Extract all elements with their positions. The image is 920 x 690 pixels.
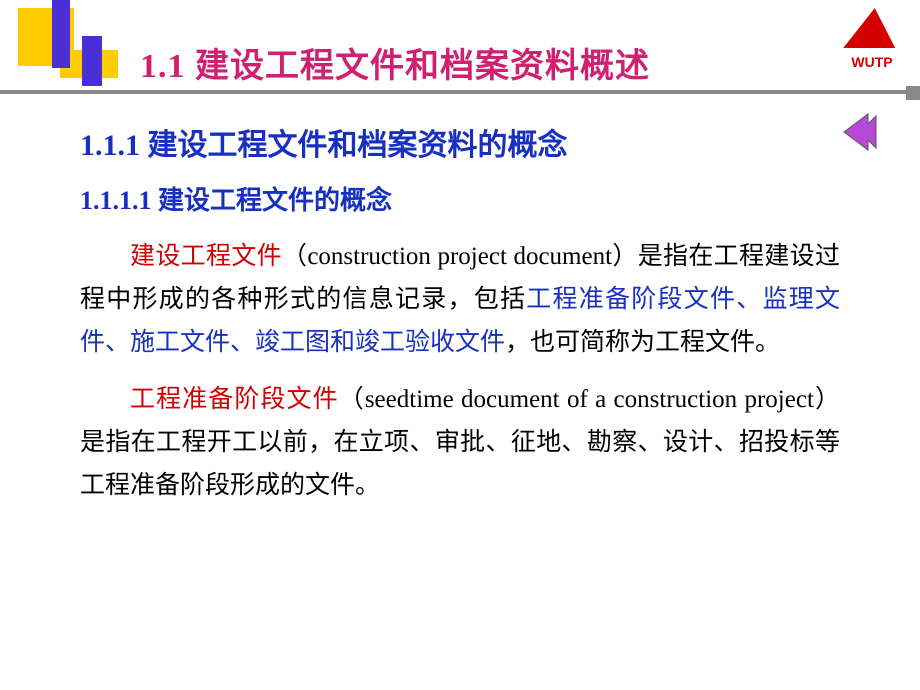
- logo-text: WUTP: [832, 54, 912, 70]
- wutp-logo: WUTP: [832, 4, 912, 70]
- logo-icon: [846, 4, 898, 52]
- content-area: 1.1.1 建设工程文件和档案资料的概念 1.1.1.1 建设工程文件的概念 建…: [80, 120, 840, 521]
- text-segment: ，也可简称为工程文件。: [505, 329, 780, 356]
- subsection-heading: 1.1.1.1 建设工程文件的概念: [80, 180, 840, 217]
- title-underline: [0, 90, 920, 94]
- back-arrow-icon: [842, 110, 892, 154]
- page-title: 1.1 建设工程文件和档案资料概述: [140, 38, 650, 87]
- paragraph-1: 建设工程文件（construction project document）是指在…: [80, 235, 840, 364]
- keyword-red: 建设工程文件: [130, 243, 282, 270]
- section-heading: 1.1.1 建设工程文件和档案资料的概念: [80, 120, 840, 164]
- paragraph-2: 工程准备阶段文件（seedtime document of a construc…: [80, 378, 840, 507]
- back-button[interactable]: [842, 110, 892, 154]
- keyword-red: 工程准备阶段文件: [130, 386, 339, 413]
- deco-shape: [52, 0, 70, 68]
- deco-shape: [82, 36, 102, 86]
